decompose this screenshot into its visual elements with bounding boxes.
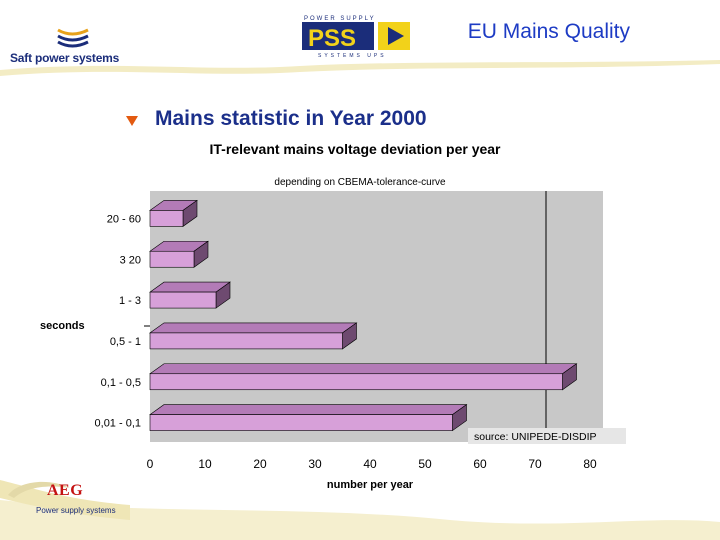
slide-title: EU Mains Quality	[467, 20, 630, 43]
bullet-heading: Mains statistic in Year 2000	[155, 107, 427, 130]
category-label: 1 - 3	[119, 295, 141, 307]
x-tick-label: 20	[253, 457, 267, 471]
category-labels: 20 - 60 3 20 1 - 3 0,5 - 1 0,1 - 0,5 0,01 - 0…	[95, 213, 141, 429]
chart-title: IT-relevant mains voltage deviation per …	[210, 141, 502, 157]
footer-swoosh	[0, 500, 720, 540]
pss-logo: POWER SUPPLY PSS SYSTEMS UPS	[300, 12, 412, 59]
x-tick-labels: 0 10 20 30 40 50 60 70 80	[147, 457, 597, 471]
bar-face	[149, 291, 217, 309]
category-label: 20 - 60	[107, 213, 141, 225]
company-name: Saft power systems	[10, 51, 120, 65]
y-axis-label: seconds	[40, 320, 85, 332]
bar-face	[149, 414, 453, 431]
bar-face	[149, 332, 343, 350]
header-swoosh	[0, 60, 720, 76]
category-label: 0,5 - 1	[110, 336, 141, 348]
x-tick-label: 10	[198, 457, 212, 471]
bars-group	[149, 199, 578, 432]
x-tick-label: 0	[147, 457, 154, 471]
pss-logo-top-text: POWER SUPPLY	[304, 16, 376, 22]
bar-1	[149, 240, 209, 268]
bar-top	[149, 322, 358, 334]
x-tick-label: 70	[528, 457, 542, 471]
pss-logo-bottom-text: SYSTEMS UPS	[318, 53, 387, 59]
x-tick-label: 80	[583, 457, 597, 471]
source-annotation: source: UNIPEDE-DISDIP	[474, 431, 597, 443]
chart-subtitle: depending on CBEMA-tolerance-curve	[274, 177, 446, 188]
x-tick-label: 40	[363, 457, 377, 471]
x-tick-label: 50	[418, 457, 432, 471]
bar-top	[149, 404, 468, 415]
play-icon	[388, 27, 404, 45]
x-tick-label: 60	[473, 457, 487, 471]
saft-logo	[57, 28, 89, 48]
footer-swoosh-left	[0, 480, 130, 520]
bar-5	[149, 404, 468, 432]
plot-area	[150, 191, 603, 442]
bar-top	[149, 363, 578, 375]
aeg-logo-text: AEG	[47, 482, 84, 499]
bar-face	[149, 210, 184, 227]
bar-3	[149, 322, 358, 350]
bullet-arrow-icon	[126, 116, 138, 126]
x-axis-label: number per year	[327, 479, 414, 491]
x-tick-label: 30	[308, 457, 322, 471]
category-label: 3 20	[120, 254, 141, 266]
category-label: 0,01 - 0,1	[95, 418, 141, 430]
bar-2	[149, 281, 231, 309]
bar-4	[149, 363, 578, 391]
bar-face	[149, 250, 195, 268]
bar-0	[149, 199, 198, 227]
category-label: 0,1 - 0,5	[101, 377, 141, 389]
bar-face	[149, 373, 563, 391]
aeg-swoosh-icon	[8, 481, 70, 498]
source-annotation-box	[468, 428, 626, 444]
aeg-subtitle: Power supply systems	[36, 506, 116, 515]
pss-logo-main-text: PSS	[308, 25, 356, 52]
